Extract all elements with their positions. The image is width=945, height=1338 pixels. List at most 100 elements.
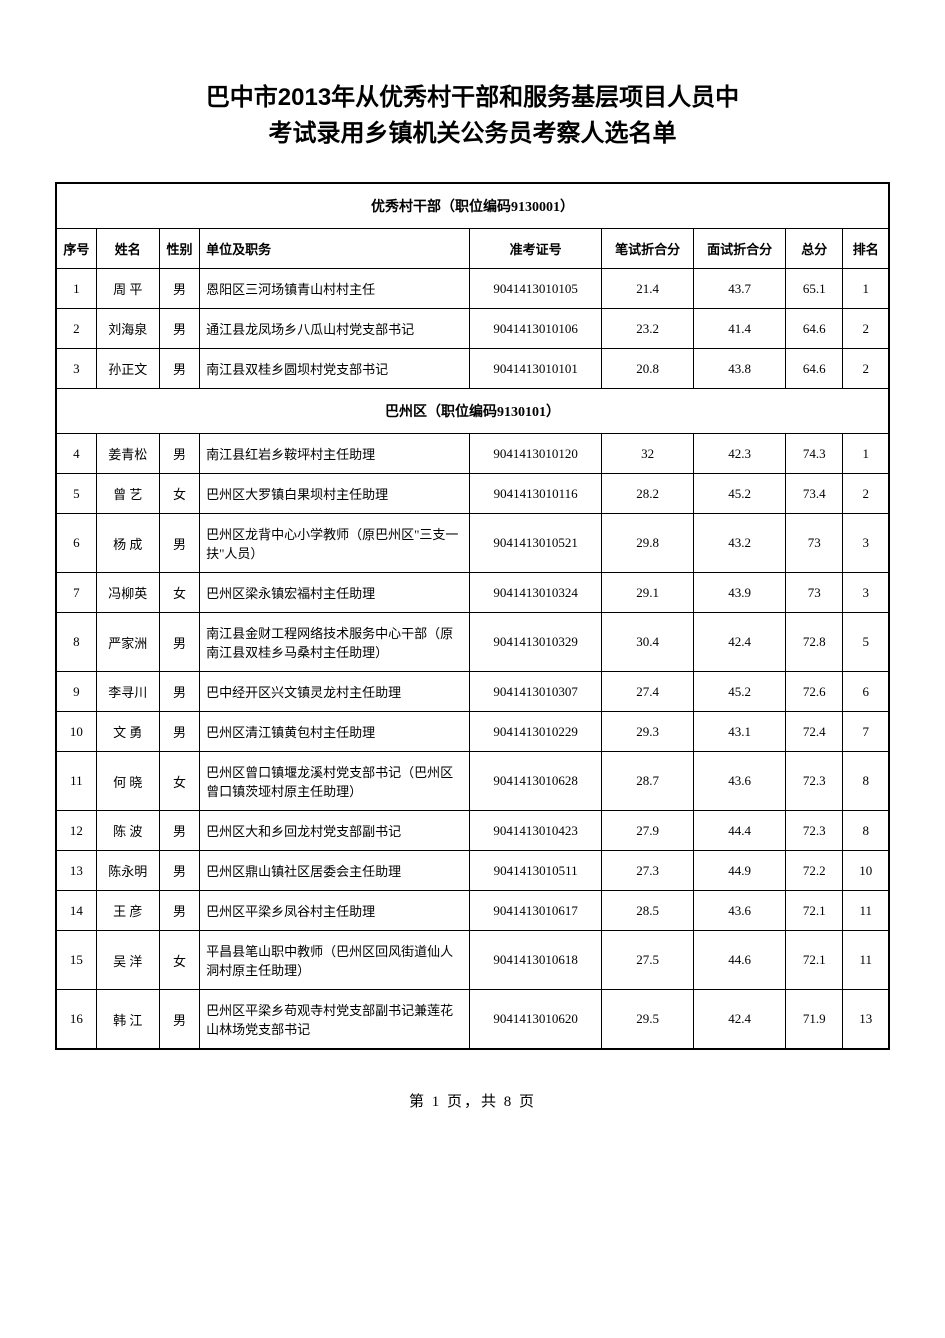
cell-position: 南江县金财工程网络技术服务中心干部（原南江县双桂乡马桑村主任助理） — [200, 613, 470, 672]
cell-position: 巴州区曾口镇堰龙溪村党支部书记（巴州区曾口镇茨垭村原主任助理） — [200, 752, 470, 811]
cell-seq: 6 — [56, 514, 96, 573]
cell-interview: 45.2 — [694, 672, 786, 712]
cell-written: 20.8 — [602, 349, 694, 389]
cell-written: 29.8 — [602, 514, 694, 573]
cell-total: 72.2 — [786, 851, 843, 891]
cell-seq: 11 — [56, 752, 96, 811]
cell-examno: 9041413010620 — [470, 990, 602, 1050]
cell-total: 72.1 — [786, 931, 843, 990]
table-row: 9李寻川男巴中经开区兴文镇灵龙村主任助理904141301030727.445.… — [56, 672, 889, 712]
cell-written: 28.5 — [602, 891, 694, 931]
cell-name: 周 平 — [96, 269, 159, 309]
cell-seq: 4 — [56, 434, 96, 474]
cell-total: 74.3 — [786, 434, 843, 474]
cell-position: 南江县双桂乡圆坝村党支部书记 — [200, 349, 470, 389]
cell-name: 刘海泉 — [96, 309, 159, 349]
table-header-row: 序号姓名性别单位及职务准考证号笔试折合分面试折合分总分排名 — [56, 229, 889, 269]
cell-name: 曾 艺 — [96, 474, 159, 514]
cell-name: 韩 江 — [96, 990, 159, 1050]
section-header: 巴州区（职位编码9130101） — [56, 389, 889, 434]
cell-seq: 10 — [56, 712, 96, 752]
title-line-2: 考试录用乡镇机关公务员考察人选名单 — [55, 116, 890, 152]
cell-interview: 43.1 — [694, 712, 786, 752]
section-header-cell: 优秀村干部（职位编码9130001） — [56, 183, 889, 229]
cell-interview: 43.2 — [694, 514, 786, 573]
cell-name: 陈 波 — [96, 811, 159, 851]
cell-name: 李寻川 — [96, 672, 159, 712]
col-header-rank: 排名 — [843, 229, 889, 269]
candidate-table: 优秀村干部（职位编码9130001）序号姓名性别单位及职务准考证号笔试折合分面试… — [55, 182, 890, 1050]
cell-interview: 42.3 — [694, 434, 786, 474]
cell-name: 吴 洋 — [96, 931, 159, 990]
cell-written: 28.2 — [602, 474, 694, 514]
col-header-written: 笔试折合分 — [602, 229, 694, 269]
table-row: 16韩 江男巴州区平梁乡苟观寺村党支部副书记兼莲花山林场党支部书记9041413… — [56, 990, 889, 1050]
cell-total: 65.1 — [786, 269, 843, 309]
footer-prefix: 第 — [409, 1094, 426, 1110]
cell-position: 巴中经开区兴文镇灵龙村主任助理 — [200, 672, 470, 712]
title-line-1: 巴中市2013年从优秀村干部和服务基层项目人员中 — [55, 80, 890, 116]
cell-written: 21.4 — [602, 269, 694, 309]
cell-position: 恩阳区三河场镇青山村村主任 — [200, 269, 470, 309]
cell-gender: 男 — [159, 891, 199, 931]
cell-position: 巴州区大和乡回龙村党支部副书记 — [200, 811, 470, 851]
cell-interview: 42.4 — [694, 613, 786, 672]
cell-interview: 44.6 — [694, 931, 786, 990]
cell-written: 29.1 — [602, 573, 694, 613]
cell-seq: 14 — [56, 891, 96, 931]
cell-gender: 男 — [159, 309, 199, 349]
col-header-examno: 准考证号 — [470, 229, 602, 269]
cell-seq: 5 — [56, 474, 96, 514]
cell-rank: 1 — [843, 269, 889, 309]
cell-rank: 1 — [843, 434, 889, 474]
cell-written: 27.4 — [602, 672, 694, 712]
cell-name: 何 晓 — [96, 752, 159, 811]
cell-rank: 3 — [843, 573, 889, 613]
cell-examno: 9041413010521 — [470, 514, 602, 573]
cell-examno: 9041413010423 — [470, 811, 602, 851]
col-header-position: 单位及职务 — [200, 229, 470, 269]
cell-examno: 9041413010329 — [470, 613, 602, 672]
cell-examno: 9041413010617 — [470, 891, 602, 931]
cell-seq: 1 — [56, 269, 96, 309]
cell-gender: 女 — [159, 931, 199, 990]
cell-interview: 43.8 — [694, 349, 786, 389]
cell-name: 王 彦 — [96, 891, 159, 931]
table-row: 6杨 成男巴州区龙背中心小学教师（原巴州区"三支一扶"人员）9041413010… — [56, 514, 889, 573]
cell-interview: 44.4 — [694, 811, 786, 851]
cell-name: 姜青松 — [96, 434, 159, 474]
cell-examno: 9041413010229 — [470, 712, 602, 752]
table-row: 15吴 洋女平昌县笔山职中教师（巴州区回风街道仙人洞村原主任助理）9041413… — [56, 931, 889, 990]
cell-position: 平昌县笔山职中教师（巴州区回风街道仙人洞村原主任助理） — [200, 931, 470, 990]
cell-name: 文 勇 — [96, 712, 159, 752]
cell-gender: 男 — [159, 851, 199, 891]
table-row: 11何 晓女巴州区曾口镇堰龙溪村党支部书记（巴州区曾口镇茨垭村原主任助理）904… — [56, 752, 889, 811]
cell-total: 73 — [786, 514, 843, 573]
col-header-interview: 面试折合分 — [694, 229, 786, 269]
cell-examno: 9041413010106 — [470, 309, 602, 349]
cell-gender: 男 — [159, 434, 199, 474]
cell-examno: 9041413010116 — [470, 474, 602, 514]
cell-written: 28.7 — [602, 752, 694, 811]
cell-gender: 男 — [159, 990, 199, 1050]
cell-position: 巴州区清江镇黄包村主任助理 — [200, 712, 470, 752]
cell-total: 72.3 — [786, 811, 843, 851]
table-row: 12陈 波男巴州区大和乡回龙村党支部副书记904141301042327.944… — [56, 811, 889, 851]
table-row: 2刘海泉男通江县龙凤场乡八瓜山村党支部书记904141301010623.241… — [56, 309, 889, 349]
cell-seq: 13 — [56, 851, 96, 891]
col-header-gender: 性别 — [159, 229, 199, 269]
cell-interview: 43.9 — [694, 573, 786, 613]
table-row: 7冯柳英女巴州区梁永镇宏福村主任助理904141301032429.143.97… — [56, 573, 889, 613]
cell-rank: 8 — [843, 811, 889, 851]
cell-interview: 45.2 — [694, 474, 786, 514]
cell-rank: 8 — [843, 752, 889, 811]
cell-rank: 2 — [843, 349, 889, 389]
cell-written: 27.3 — [602, 851, 694, 891]
cell-written: 29.3 — [602, 712, 694, 752]
cell-total: 72.4 — [786, 712, 843, 752]
cell-seq: 8 — [56, 613, 96, 672]
cell-position: 巴州区平梁乡苟观寺村党支部副书记兼莲花山林场党支部书记 — [200, 990, 470, 1050]
cell-seq: 16 — [56, 990, 96, 1050]
table-row: 14王 彦男巴州区平梁乡凤谷村主任助理904141301061728.543.6… — [56, 891, 889, 931]
cell-position: 巴州区鼎山镇社区居委会主任助理 — [200, 851, 470, 891]
